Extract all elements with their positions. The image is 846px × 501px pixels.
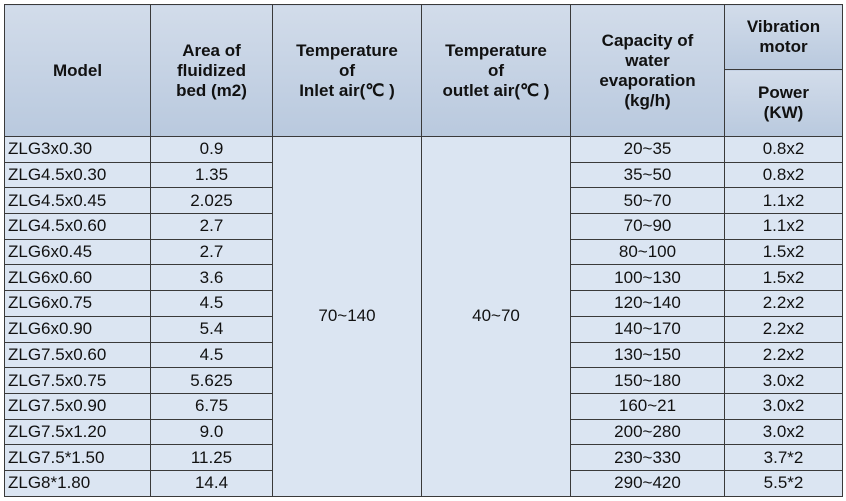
table-head: Model Area of fluidized bed (m2) Tempera… <box>4 4 843 137</box>
table-cell: 35~50 <box>570 161 725 189</box>
table-cell: 1.5x2 <box>724 264 843 292</box>
table-cell: ZLG6x0.75 <box>4 290 151 317</box>
table-row: ZLG7.5*1.50 11.25 230~330 3.7*2 <box>4 444 843 471</box>
table-cell: ZLG4.5x0.45 <box>4 187 151 215</box>
table-cell: ZLG8*1.80 <box>4 469 151 497</box>
table-cell: ZLG7.5x0.75 <box>4 367 151 394</box>
table-row: ZLG4.5x0.60 2.7 70~90 1.1x2 <box>4 213 843 240</box>
table-cell: 70~140 <box>272 136 422 497</box>
header-cell: Model <box>4 4 151 137</box>
table-cell: 4.5 <box>150 341 273 369</box>
header-cell: Power (KW) <box>724 69 843 137</box>
table-row: ZLG4.5x0.30 1.35 35~50 0.8x2 <box>4 161 843 189</box>
table-cell: ZLG4.5x0.30 <box>4 161 151 189</box>
table-cell: ZLG6x0.90 <box>4 315 151 343</box>
table-cell: 3.0x2 <box>724 367 843 394</box>
table-cell: 9.0 <box>150 418 273 446</box>
table-cell: 3.6 <box>150 264 273 292</box>
table-cell: ZLG6x0.60 <box>4 264 151 292</box>
table-cell: 2.2x2 <box>724 290 843 317</box>
table-cell: ZLG3x0.30 <box>4 136 151 163</box>
table-cell: 200~280 <box>570 418 725 446</box>
table-cell: 140~170 <box>570 315 725 343</box>
table-row: ZLG3x0.30 0.9 70~140 40~70 20~35 0.8x2 <box>4 136 843 497</box>
table-cell: 230~330 <box>570 444 725 471</box>
table-cell: 40~70 <box>421 136 571 497</box>
table-cell: 130~150 <box>570 341 725 369</box>
table-body: ZLG3x0.30 0.9 70~140 40~70 20~35 0.8x2 ZLG4.5x… <box>4 136 843 497</box>
table-cell: 3.7*2 <box>724 444 843 471</box>
table-cell: 2.7 <box>150 238 273 266</box>
table-cell: ZLG6x0.45 <box>4 238 151 266</box>
table-row: ZLG4.5x0.45 2.025 50~70 1.1x2 <box>4 187 843 215</box>
table-cell: ZLG4.5x0.60 <box>4 213 151 240</box>
table-cell: 6.75 <box>150 392 273 420</box>
table-cell: 1.35 <box>150 161 273 189</box>
table-cell: 4.5 <box>150 290 273 317</box>
table-cell: 0.9 <box>150 136 273 163</box>
table-cell: 5.4 <box>150 315 273 343</box>
table-cell: 0.8x2 <box>724 136 843 163</box>
table-cell: 14.4 <box>150 469 273 497</box>
header-cell: Vibration motor <box>724 4 843 70</box>
table-cell: 1.1x2 <box>724 187 843 215</box>
table-row: ZLG7.5x0.75 5.625 150~180 3.0x2 <box>4 367 843 394</box>
table-cell: 2.7 <box>150 213 273 240</box>
table-cell: ZLG7.5x1.20 <box>4 418 151 446</box>
table-cell: 1.5x2 <box>724 238 843 266</box>
table-cell: 2.2x2 <box>724 315 843 343</box>
header-cell: Capacity of water evaporation (kg/h) <box>570 4 725 137</box>
table-cell: ZLG7.5x0.60 <box>4 341 151 369</box>
table-cell: 70~90 <box>570 213 725 240</box>
table-cell: 20~35 <box>570 136 725 163</box>
table-cell: 50~70 <box>570 187 725 215</box>
table-row: ZLG8*1.80 14.4 290~420 5.5*2 <box>4 469 843 497</box>
table-row: ZLG6x0.45 2.7 80~100 1.5x2 <box>4 238 843 266</box>
table-cell: 150~180 <box>570 367 725 394</box>
table-cell: 2.2x2 <box>724 341 843 369</box>
table-cell: ZLG7.5*1.50 <box>4 444 151 471</box>
table-cell: 290~420 <box>570 469 725 497</box>
table-cell: 1.1x2 <box>724 213 843 240</box>
table-cell: 160~21 <box>570 392 725 420</box>
table-cell: 3.0x2 <box>724 392 843 420</box>
table-row: ZLG7.5x0.90 6.75 160~21 3.0x2 <box>4 392 843 420</box>
table-cell: 100~130 <box>570 264 725 292</box>
table-cell: 11.25 <box>150 444 273 471</box>
table-row: ZLG6x0.75 4.5 120~140 2.2x2 <box>4 290 843 317</box>
header-cell: Temperature of outlet air(℃ ) <box>421 4 571 137</box>
spec-table: Model Area of fluidized bed (m2) Tempera… <box>4 4 843 497</box>
table-cell: 3.0x2 <box>724 418 843 446</box>
table-cell: 0.8x2 <box>724 161 843 189</box>
table-cell: 2.025 <box>150 187 273 215</box>
table-cell: 80~100 <box>570 238 725 266</box>
table-cell: 120~140 <box>570 290 725 317</box>
table-cell: 5.5*2 <box>724 469 843 497</box>
header-cell: Temperature of Inlet air(℃ ) <box>272 4 422 137</box>
table-cell: 5.625 <box>150 367 273 394</box>
table-row: ZLG7.5x0.60 4.5 130~150 2.2x2 <box>4 341 843 369</box>
table-row: ZLG6x0.90 5.4 140~170 2.2x2 <box>4 315 843 343</box>
table-cell: ZLG7.5x0.90 <box>4 392 151 420</box>
header-cell: Area of fluidized bed (m2) <box>150 4 273 137</box>
